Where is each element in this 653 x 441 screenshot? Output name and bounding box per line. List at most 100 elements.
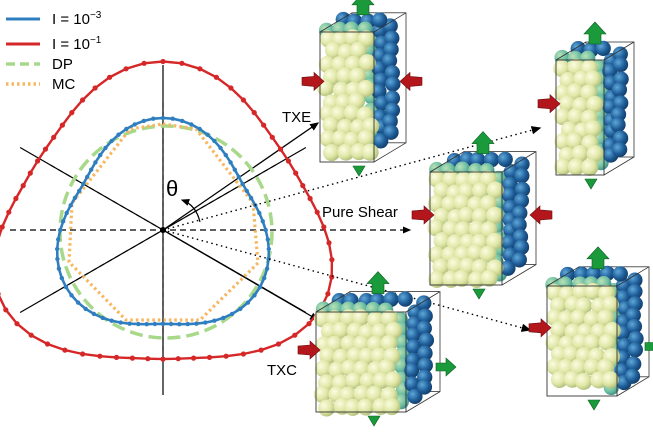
- sphere: [558, 95, 577, 113]
- blue-curve-point: [244, 188, 249, 194]
- sphere: [466, 244, 484, 262]
- sphere: [626, 356, 642, 372]
- theta-arc: [180, 199, 201, 223]
- red-curve-point: [197, 66, 203, 72]
- sphere: [340, 309, 358, 327]
- red-arrow-icon: [411, 205, 435, 225]
- red-curve-point: [329, 257, 335, 263]
- specimen-txe: [301, 0, 423, 177]
- sphere: [626, 318, 643, 335]
- green-arrow-down-icon: [352, 165, 366, 177]
- blue-curve-point: [85, 174, 90, 180]
- sphere: [380, 334, 398, 352]
- legend-label-blue: I = 10−3: [52, 10, 102, 28]
- blue-curve-point: [152, 321, 158, 327]
- sphere: [513, 192, 530, 209]
- blue-curve-point: [93, 160, 98, 165]
- blue-curve-point: [56, 266, 62, 271]
- sphere: [357, 80, 375, 98]
- red-curve-point: [28, 332, 34, 338]
- blue-curve-point: [264, 266, 270, 271]
- blue-curve-point: [77, 188, 82, 194]
- sphere: [336, 67, 354, 85]
- sphere: [627, 296, 643, 312]
- blue-curve-point: [197, 126, 202, 132]
- sphere: [318, 399, 336, 417]
- blue-curve-point: [136, 321, 141, 327]
- specimen-box-edge: [373, 142, 407, 163]
- blue-curve-point: [260, 219, 265, 224]
- blue-curve-point: [168, 321, 174, 327]
- sphere: [624, 368, 641, 384]
- red-curve-point: [285, 158, 291, 164]
- blue-curve-point: [177, 322, 182, 327]
- sphere: [442, 220, 460, 238]
- red-curve-point: [13, 195, 19, 202]
- red-curve-point: [191, 355, 197, 361]
- red-curve-point: [258, 347, 264, 353]
- sphere: [598, 333, 616, 351]
- blue-curve-point: [69, 293, 74, 298]
- blue-curve-point: [59, 275, 64, 281]
- legend-entry-blue: I = 10−3: [6, 10, 102, 28]
- red-arrow-icon: [297, 340, 321, 360]
- specimen-box-edge: [603, 156, 635, 176]
- sphere: [567, 107, 585, 125]
- red-curve-point: [300, 183, 306, 189]
- red-curve-point: [42, 146, 49, 152]
- sphere: [554, 108, 572, 126]
- sphere: [324, 41, 343, 59]
- blue-curve-point: [103, 145, 108, 151]
- blue-curve-point: [189, 122, 194, 127]
- sphere: [511, 252, 527, 268]
- sphere: [313, 385, 331, 403]
- sphere: [497, 151, 513, 168]
- sphere: [319, 347, 337, 365]
- blue-curve-point: [98, 152, 103, 158]
- blue-curve-point: [232, 167, 237, 172]
- yield-curves: [0, 58, 335, 362]
- legend-label-mc: MC: [52, 76, 75, 93]
- red-curve-point: [275, 341, 282, 347]
- sphere: [416, 320, 432, 336]
- mc-hexagon: [67, 122, 260, 322]
- green-arrow-right-icon: [435, 357, 457, 377]
- blue-curve-point: [236, 174, 241, 180]
- blue-curve-point: [205, 132, 210, 137]
- red-curve: [0, 60, 334, 361]
- blue-curve-point: [218, 145, 223, 151]
- specimen-box-edge: [616, 266, 650, 287]
- sphere: [359, 372, 377, 390]
- sphere: [550, 370, 568, 389]
- sphere: [511, 217, 527, 233]
- green-arrow-right-icon: [644, 342, 653, 351]
- sphere: [428, 270, 446, 288]
- sphere: [352, 309, 370, 327]
- blue-curve-point: [257, 210, 262, 216]
- sphere: [613, 95, 629, 111]
- sphere: [611, 141, 628, 158]
- txc-arrow: [162, 229, 320, 321]
- blue-curve-point: [151, 116, 156, 121]
- sphere: [514, 167, 530, 184]
- green-arrow-up-icon: [583, 21, 607, 45]
- txe-label: TXE: [282, 109, 311, 126]
- red-curve-point: [113, 354, 120, 360]
- red-arrow-icon: [529, 205, 553, 225]
- blue-curve-point: [212, 138, 217, 144]
- red-arrow-icon: [301, 71, 325, 92]
- blue-curve-point: [265, 237, 270, 242]
- blue-curve-point: [68, 203, 73, 208]
- green-arrow-down-icon: [472, 288, 486, 300]
- red-curve-point: [307, 195, 313, 202]
- blue-curve-point: [89, 167, 94, 172]
- red-curve-point: [0, 292, 1, 296]
- blue-curve-point: [160, 321, 166, 326]
- sphere: [416, 379, 433, 395]
- legend-label-red: I = 10−1: [52, 35, 102, 53]
- green-arrow-down-icon: [367, 415, 381, 427]
- red-curve-point: [206, 354, 213, 360]
- red-curve-point: [240, 97, 246, 103]
- red-curve-point: [80, 97, 86, 103]
